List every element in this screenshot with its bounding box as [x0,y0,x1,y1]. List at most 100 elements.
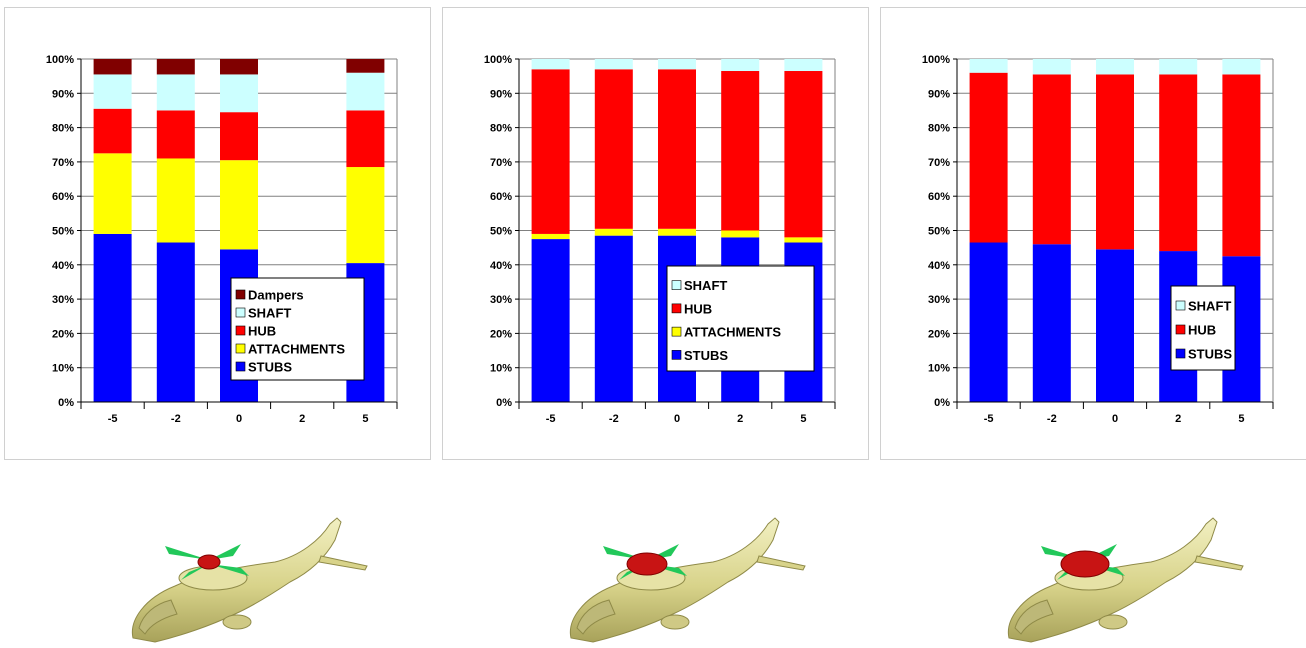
helicopter-tail-plane [318,555,368,571]
bar-segment-dampers [220,59,258,75]
x-tick-label: -5 [984,413,994,425]
y-tick-label: 60% [490,191,512,203]
stacked-bar-chart-2: 0% 10% 20% 30% 40% 50% 60% 70% 80% 90% 100% -5 -2 0 2 5… [484,54,836,425]
y-tick-label: 30% [928,294,950,306]
y-tick-label: 20% [928,328,950,340]
legend-swatch-hub [235,325,246,336]
x-tick-label: 0 [1112,413,1118,425]
helicopter-tail-plane [756,555,806,571]
x-tick-label: 0 [236,413,242,425]
x-tick-label: 5 [362,413,368,425]
bar-segment-hub [220,112,258,161]
y-tick-label: 20% [490,328,512,340]
y-tick-label: 90% [928,88,950,100]
bar-segment-stubs [93,233,132,402]
legend-box [230,277,365,381]
bar-segment-hub [784,71,823,238]
bar-segment-hub [594,69,633,229]
x-tick-label: 0 [674,413,680,425]
y-tick-label: 80% [490,123,512,135]
y-tick-label: 100% [922,54,950,66]
y-tick-label: 0% [58,397,74,409]
helicopter-illustration-2 [569,517,806,643]
helicopter-illustration-1 [131,517,368,643]
bar-segment-shaft [93,74,132,109]
bar-segment-shaft [1222,59,1261,75]
legend-swatch-attachments [671,326,682,337]
legend-label: ATTACHMENTS [248,342,345,357]
legend-swatch-shaft [235,307,246,318]
x-tick-label: -2 [609,413,619,425]
x-tick-label: -2 [1047,413,1057,425]
x-tick-label: 5 [1238,413,1244,425]
bar-segment-hub [156,110,195,159]
bar-segment-hub [93,108,132,154]
bar-segment-dampers [156,59,195,75]
bar-segment-hub [721,71,760,231]
stacked-bar-chart-3: 0% 10% 20% 30% 40% 50% 60% 70% 80% 90% 100% -5 -2 0 2 5… [922,54,1274,425]
helicopter-skid-pod [222,614,252,630]
bar-segment-stubs [1032,244,1071,402]
bar-segment-attachments [93,153,132,234]
bar-segment-shaft [1032,59,1071,75]
rotor-hub-medium [626,552,668,576]
legend-label: Dampers [248,288,304,303]
helicopter-skid-pod [660,614,690,630]
legend-label: STUBS [1188,347,1232,362]
legend-label: HUB [248,324,276,339]
bar-segment-shaft [784,59,823,72]
bar-segment-shaft [531,59,570,70]
bar-segment-hub [1096,74,1134,250]
y-tick-label: 50% [52,226,74,238]
chart-panel-3: 0% 10% 20% 30% 40% 50% 60% 70% 80% 90% 100% -5 -2 0 2 5… [880,7,1306,460]
legend-swatch-attachments [235,343,246,354]
legend-swatch-shaft [1175,300,1186,311]
y-tick-label: 0% [934,397,950,409]
chart-panel-1: 0% 10% 20% 30% 40% 50% 60% 70% 80% 90% 100% -5 -2 0 2 5… [4,7,431,460]
y-tick-label: 40% [490,260,512,272]
y-tick-label: 70% [490,157,512,169]
bar-segment-hub [1032,74,1071,245]
legend: SHAFT HUB ATTACHMENTS STUBS [666,265,815,372]
y-tick-label: 30% [490,294,512,306]
legend-swatch-dampers [235,289,246,300]
bar-segment-attachments [156,158,195,243]
legend-swatch-shaft [671,280,682,290]
legend: Dampers SHAFT HUB ATTACHMENTS STUBS [230,277,365,381]
y-tick-label: 100% [484,54,512,66]
y-tick-label: 60% [928,191,950,203]
legend-swatch-hub [671,303,682,314]
legend-label: SHAFT [248,306,291,321]
y-tick-label: 20% [52,328,74,340]
x-tick-label: -5 [108,413,118,425]
bar-segment-attachments [721,230,760,238]
y-tick-label: 70% [928,157,950,169]
legend-label: SHAFT [1188,299,1231,314]
y-tick-label: 50% [490,226,512,238]
bar-segment-stubs [969,242,1008,402]
bar-segment-hub [346,110,385,168]
bar-segment-shaft [969,59,1008,73]
legend-label: ATTACHMENTS [684,325,781,340]
y-tick-label: 10% [490,363,512,375]
y-tick-label: 80% [928,123,950,135]
bar-segment-hub [969,72,1008,243]
y-tick-label: 90% [490,88,512,100]
bar-segment-attachments [784,237,823,243]
x-tick-label: 2 [1175,413,1181,425]
bar-segment-stubs [531,239,570,402]
helicopter-cockpit-window [138,599,178,635]
bar-segment-shaft [594,59,633,70]
rotor-blades [165,544,249,580]
y-tick-label: 10% [52,363,74,375]
legend-label: STUBS [684,348,728,363]
y-tick-label: 90% [52,88,74,100]
legend-label: HUB [1188,323,1216,338]
bar-segment-shaft [156,74,195,111]
helicopter-cockpit-window [1014,599,1054,635]
legend-box [666,265,815,372]
bar-segment-stubs [594,235,633,402]
legend-swatch-stubs [235,361,246,372]
bar-segment-hub [1222,74,1261,257]
bar-segment-hub [531,69,570,234]
